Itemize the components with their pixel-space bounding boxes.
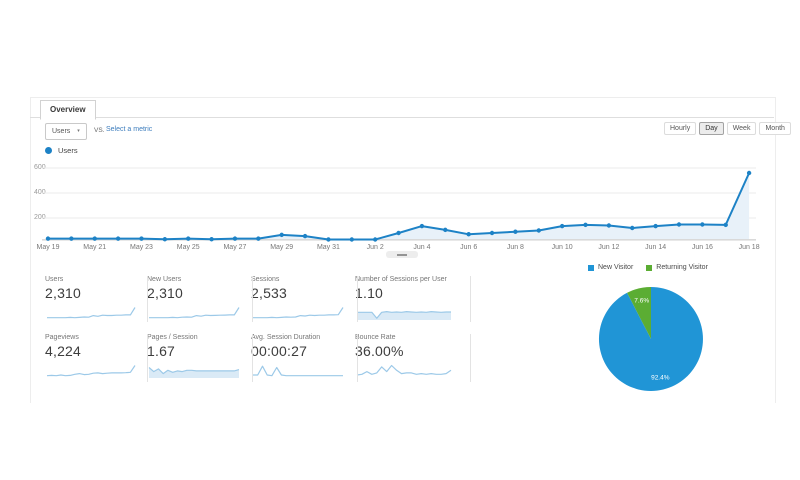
scorecard-pages-session: Pages / Session 1.67 — [147, 334, 251, 378]
card-divider — [252, 334, 253, 382]
y-tick-label: 200 — [34, 214, 46, 221]
pie-legend-item: New Visitor — [588, 264, 633, 271]
tab-overview[interactable]: Overview — [40, 100, 96, 120]
scorecard-bounce-rate: Bounce Rate 36.00% — [355, 334, 463, 378]
scorecard-sparkline — [253, 307, 344, 319]
legend-label: Users — [58, 146, 78, 155]
granularity-day-button[interactable]: Day — [699, 122, 724, 135]
scorecard-metric-link[interactable]: Pages / Session — [147, 334, 198, 341]
metric-selector-value: Users — [52, 128, 71, 135]
metric-selector-dropdown[interactable]: Users ▾ — [45, 123, 87, 140]
granularity-week-button[interactable]: Week — [726, 122, 757, 135]
scorecards-row-2: Pageviews 4,224 Pages / Session 1.67 Avg. Se… — [45, 334, 463, 378]
scorecard-metric-link[interactable]: Sessions — [251, 276, 280, 283]
scorecard-value: 4,224 — [45, 343, 82, 359]
scorecard-value: 2,310 — [45, 285, 82, 301]
y-tick-label: 400 — [34, 189, 46, 196]
timeline-scrollbar[interactable] — [386, 251, 418, 258]
x-tick-label: Jun 16 — [691, 244, 713, 251]
scorecard-value: 2,310 — [147, 285, 184, 301]
x-tick-label: May 25 — [176, 244, 200, 251]
pie-legend-label: New Visitor — [598, 264, 634, 271]
select-a-metric-link[interactable]: Select a metric — [106, 126, 153, 133]
x-tick-label: May 31 — [316, 244, 340, 251]
caret-down-icon: ▾ — [77, 128, 80, 134]
granularity-hourly-button[interactable]: Hourly — [664, 122, 697, 135]
x-tick-label: Jun 14 — [645, 244, 667, 251]
scorecard-sparkline — [149, 307, 240, 319]
scorecard-metric-link[interactable]: Avg. Session Duration — [251, 334, 321, 341]
scorecard-sparkline — [47, 307, 136, 319]
x-tick-label: May 29 — [270, 244, 294, 251]
scorecard-value: 1.67 — [147, 343, 176, 359]
chart-legend: Users — [45, 146, 78, 155]
scorecard-sparkline — [148, 367, 240, 378]
pie-legend: New Visitor Returning Visitor — [588, 264, 708, 271]
scorecard-sparkline — [356, 364, 452, 376]
card-divider — [252, 276, 253, 322]
y-tick-label: 600 — [34, 164, 46, 171]
scorecard-pageviews: Pageviews 4,224 — [45, 334, 147, 378]
x-tick-label: May 23 — [129, 244, 153, 251]
x-tick-label: Jun 6 — [460, 244, 478, 251]
x-tick-label: May 19 — [36, 244, 60, 251]
scorecard-metric-link[interactable]: New Users — [147, 276, 182, 283]
card-divider — [470, 276, 471, 322]
x-tick-label: Jun 8 — [506, 244, 524, 251]
card-divider — [147, 334, 148, 382]
scorecard-users: Users 2,310 — [45, 276, 147, 320]
legend-swatch-icon — [646, 264, 653, 271]
tabstrip-divider — [30, 117, 774, 118]
card-divider — [470, 334, 471, 382]
scorecard-value: 00:00:27 — [251, 343, 308, 359]
granularity-button-group: Hourly Day Week Month — [664, 122, 791, 135]
card-divider — [357, 276, 358, 322]
x-tick-label: Jun 18 — [738, 244, 760, 251]
legend-swatch-icon — [588, 264, 594, 271]
scorecard-sparkline — [357, 311, 451, 320]
card-divider — [147, 276, 148, 322]
scorecard-sparkline — [46, 365, 136, 377]
scrollbar-handle-icon — [397, 253, 407, 256]
x-tick-label: Jun 4 — [413, 244, 431, 251]
granularity-month-button[interactable]: Month — [759, 122, 791, 135]
scorecard-metric-link[interactable]: Number of Sessions per User — [355, 276, 447, 283]
x-tick-label: Jun 12 — [598, 244, 620, 251]
pie-slice-returning-visitor — [627, 287, 651, 339]
scorecard-metric-link[interactable]: Pageviews — [45, 334, 79, 341]
x-tick-label: May 21 — [83, 244, 107, 251]
card-divider — [357, 334, 358, 382]
scorecard-sparkline — [253, 365, 343, 377]
pie-legend-item: Returning Visitor — [646, 264, 708, 271]
pie-slice-new-visitor — [598, 287, 703, 391]
x-tick-label: May 27 — [223, 244, 247, 251]
users-line-chart — [42, 167, 756, 242]
x-tick-label: Jun 2 — [366, 244, 384, 251]
scorecards-row-1: Users 2,310 New Users 2,310 Sessions 2,533 Num… — [45, 276, 463, 320]
scorecard-value: 2,533 — [251, 285, 288, 301]
visitor-pie-chart: 92.4% 7.6% — [598, 287, 703, 391]
scorecard-value: 1.10 — [355, 285, 384, 301]
scorecard-value: 36.00% — [355, 343, 404, 359]
pie-slice-label: 7.6% — [634, 298, 649, 305]
scorecard-metric-link[interactable]: Users — [45, 276, 64, 283]
scorecard-number-of-sessions-per-user: Number of Sessions per User 1.10 — [355, 276, 463, 320]
pie-legend-label: Returning Visitor — [656, 264, 708, 271]
legend-dot-icon — [45, 147, 52, 154]
vs-label: VS. — [94, 127, 105, 134]
scorecard-new-users: New Users 2,310 — [147, 276, 251, 320]
scorecard-metric-link[interactable]: Bounce Rate — [355, 334, 396, 341]
scorecard-avg-session-duration: Avg. Session Duration 00:00:27 — [251, 334, 355, 378]
scorecard-sessions: Sessions 2,533 — [251, 276, 355, 320]
x-tick-label: Jun 10 — [551, 244, 573, 251]
pie-slice-label: 92.4% — [651, 374, 670, 381]
